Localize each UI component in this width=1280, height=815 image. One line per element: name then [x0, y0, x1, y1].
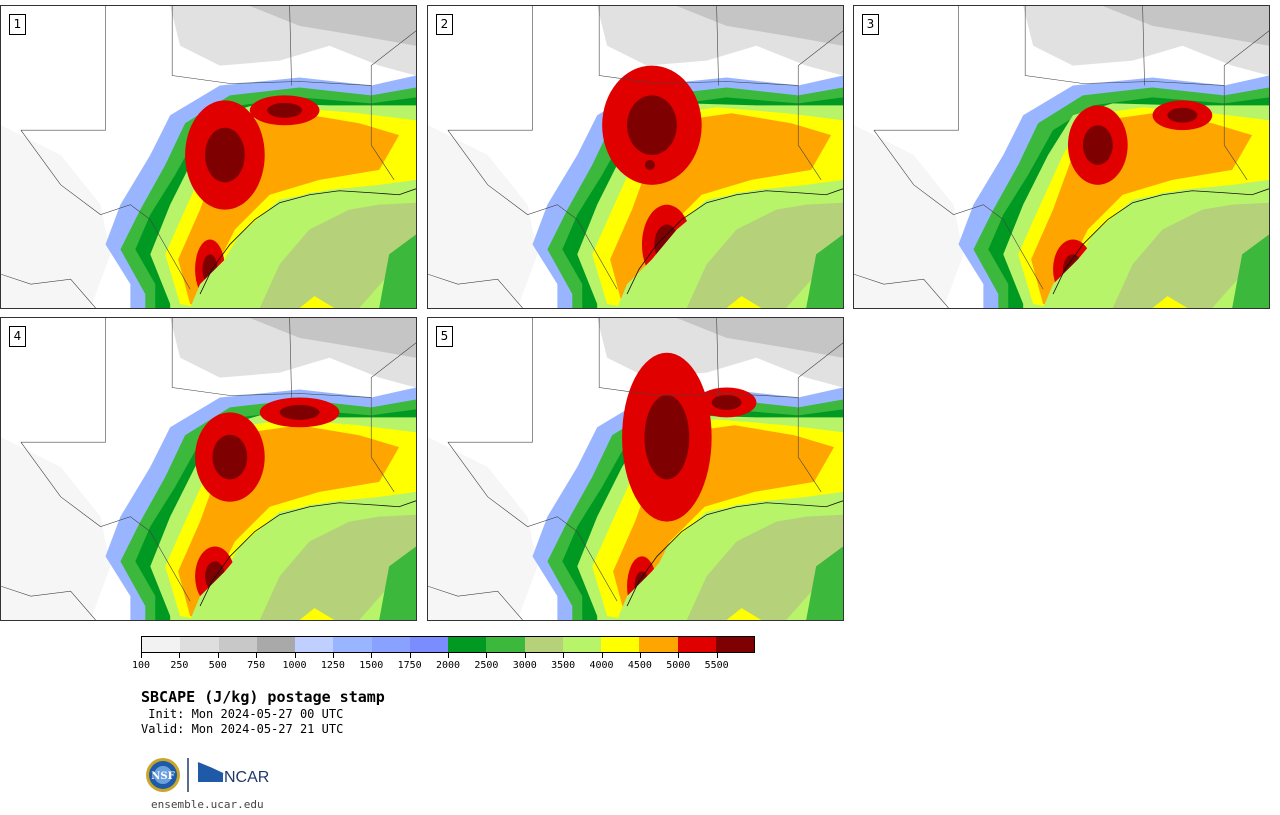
colorbar-swatch	[524, 637, 563, 652]
colorbar-tick-label: 100	[131, 660, 151, 671]
colorbar-tick-label: 1250	[320, 660, 345, 671]
colorbar-tick	[409, 653, 411, 658]
panel-number: 5	[436, 326, 453, 347]
colorbar-swatch	[486, 637, 525, 652]
colorbar-ticks	[141, 653, 755, 658]
sbcape-map	[428, 318, 843, 620]
init-time: Init: Mon 2024-05-27 00 UTC	[141, 707, 344, 721]
colorbar-tick	[141, 653, 142, 658]
colorbar-swatch	[295, 637, 334, 652]
colorbar-tick	[256, 653, 258, 658]
colorbar-labels: 100 250 500 750 1000 1250 1500 1750 2000 2500 3000…	[132, 660, 755, 674]
nsf-logo: NSF	[146, 758, 180, 792]
ensemble-panel-1: 1	[0, 5, 417, 309]
colorbar-tick-label: 1750	[397, 660, 422, 671]
colorbar-tick	[524, 653, 526, 658]
colorbar-swatch	[409, 637, 448, 652]
colorbar-tick-label: 5500	[704, 660, 729, 671]
colorbar-swatch	[562, 637, 601, 652]
colorbar-tick	[563, 653, 565, 658]
colorbar-tick-label: 1500	[359, 660, 384, 671]
colorbar-swatch	[256, 637, 295, 652]
valid-time: Valid: Mon 2024-05-27 21 UTC	[141, 722, 344, 736]
colorbar-swatch	[142, 637, 181, 652]
colorbar-tick	[639, 653, 641, 658]
colorbar-tick-label: 500	[208, 660, 227, 671]
colorbar-swatch	[371, 637, 410, 652]
colorbar-swatch	[601, 637, 640, 652]
sbcape-map	[1, 318, 416, 620]
colorbar-tick	[294, 653, 296, 658]
panel-number: 4	[9, 326, 26, 347]
colorbar-swatch	[333, 637, 372, 652]
colorbar-tick	[716, 653, 718, 658]
colorbar-tick-label: 5000	[666, 660, 691, 671]
figure-title: SBCAPE (J/kg) postage stamp	[141, 688, 385, 706]
colorbar-tick-label: 750	[247, 660, 266, 671]
colorbar-tick	[371, 653, 373, 658]
colorbar-tick	[332, 653, 334, 658]
colorbar-swatch	[677, 637, 716, 652]
colorbar-tick	[217, 653, 219, 658]
ensemble-panel-4: 4	[0, 317, 417, 621]
sbcape-map	[1, 6, 416, 308]
colorbar-tick-label: 2500	[474, 660, 499, 671]
ncar-logo-text: NCAR	[224, 769, 269, 786]
colorbar-tick-label: 3000	[512, 660, 537, 671]
colorbar-swatch	[218, 637, 257, 652]
colorbar-tick-label: 250	[170, 660, 189, 671]
colorbar-tick-label: 2000	[435, 660, 461, 671]
colorbar-tick	[448, 653, 449, 658]
colorbar-swatch	[448, 637, 487, 652]
colorbar-swatch	[180, 637, 219, 652]
colorbar-swatch	[715, 637, 754, 652]
ensemble-panel-3: 3	[853, 5, 1270, 309]
colorbar-swatch	[639, 637, 678, 652]
colorbar-tick	[486, 653, 488, 658]
footer-url: ensemble.ucar.edu	[151, 798, 264, 811]
colorbar-tick-label: 4000	[589, 660, 614, 671]
colorbar-tick	[678, 653, 680, 658]
panel-number: 2	[436, 14, 453, 35]
ensemble-panel-2: 2	[427, 5, 844, 309]
nsf-logo-text: NSF	[151, 771, 174, 782]
colorbar	[141, 636, 755, 653]
logo-bar: NSF NCAR	[145, 756, 275, 794]
colorbar-tick-label: 3500	[551, 660, 576, 671]
colorbar-tick-label: 1000	[282, 660, 307, 671]
ncar-logo: NCAR	[197, 762, 269, 786]
colorbar-tick-label: 4500	[627, 660, 652, 671]
colorbar-tick	[601, 653, 603, 658]
sbcape-map	[854, 6, 1269, 308]
ensemble-panel-5: 5	[427, 317, 844, 621]
panel-number: 1	[9, 14, 26, 35]
panel-number: 3	[862, 14, 879, 35]
sbcape-map	[428, 6, 843, 308]
colorbar-tick	[179, 653, 181, 658]
